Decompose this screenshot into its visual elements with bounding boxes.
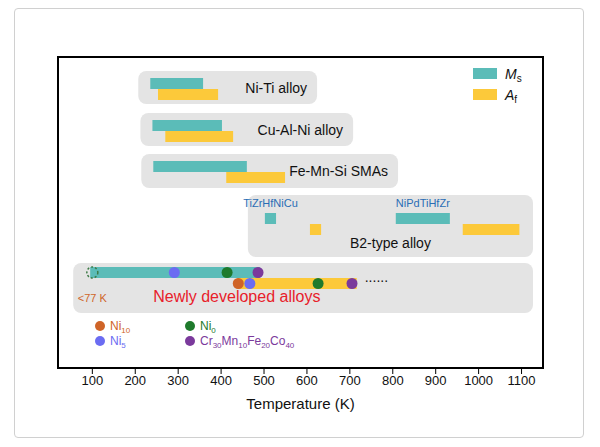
svg-text:TiZrHfNiCu: TiZrHfNiCu	[243, 197, 298, 209]
svg-text:Ni10: Ni10	[110, 319, 131, 335]
svg-text:Af: Af	[504, 87, 517, 105]
svg-text:Fe-Mn-Si SMAs: Fe-Mn-Si SMAs	[289, 163, 388, 179]
svg-text:1000: 1000	[464, 373, 493, 388]
svg-text:Cu-Al-Ni alloy: Cu-Al-Ni alloy	[258, 122, 344, 138]
svg-text:Cr30Mn10Fe20Co40: Cr30Mn10Fe20Co40	[200, 334, 295, 350]
svg-text:100: 100	[81, 373, 103, 388]
svg-text:1100: 1100	[508, 373, 536, 388]
svg-text:600: 600	[296, 373, 318, 388]
svg-text:900: 900	[425, 373, 447, 388]
svg-text:Ni0: Ni0	[200, 319, 216, 335]
svg-text:700: 700	[339, 373, 361, 388]
svg-text:Ms: Ms	[505, 66, 522, 84]
svg-text:<77 K: <77 K	[78, 292, 108, 304]
svg-text:800: 800	[382, 373, 404, 388]
svg-text:Ni5: Ni5	[110, 334, 126, 350]
svg-text:500: 500	[253, 373, 275, 388]
svg-text:300: 300	[167, 373, 189, 388]
svg-text:Temperature (K): Temperature (K)	[246, 395, 354, 412]
svg-text:......: ......	[365, 269, 388, 285]
svg-text:200: 200	[124, 373, 146, 388]
svg-text:400: 400	[210, 373, 232, 388]
svg-text:Ni-Ti alloy: Ni-Ti alloy	[245, 80, 307, 96]
svg-text:NiPdTiHfZr: NiPdTiHfZr	[396, 197, 450, 209]
svg-text:Newly developed alloys: Newly developed alloys	[153, 288, 320, 305]
svg-text:B2-type alloy: B2-type alloy	[350, 235, 431, 251]
